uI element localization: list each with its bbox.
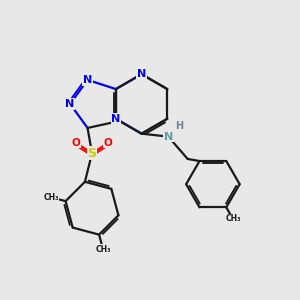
Text: O: O xyxy=(71,138,80,148)
Text: N: N xyxy=(164,132,173,142)
Text: O: O xyxy=(104,138,113,148)
Text: N: N xyxy=(111,114,120,124)
Text: N: N xyxy=(65,99,75,109)
Text: CH₃: CH₃ xyxy=(225,214,241,224)
Text: CH₃: CH₃ xyxy=(95,245,111,254)
Text: CH₃: CH₃ xyxy=(43,193,59,202)
Text: H: H xyxy=(175,121,183,131)
Text: S: S xyxy=(88,147,97,160)
Text: N: N xyxy=(137,69,146,79)
Text: N: N xyxy=(83,75,92,85)
